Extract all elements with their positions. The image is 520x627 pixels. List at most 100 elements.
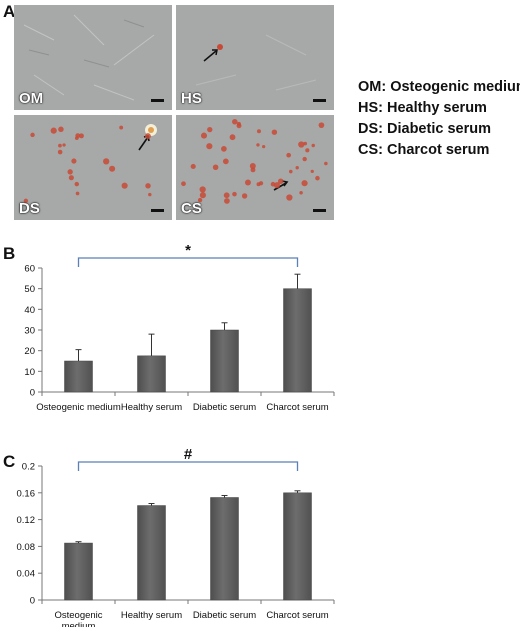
micrograph-ds: DS <box>14 115 172 220</box>
legend-item-om: OM: Osteogenic medium <box>358 79 520 95</box>
micrograph-label-om: OM <box>19 90 44 107</box>
panel-label-c: C <box>3 452 16 471</box>
legend-item-cs: CS: Charcot serum <box>358 142 490 158</box>
stained-cell <box>232 118 238 125</box>
panel-label-a: A <box>3 2 16 21</box>
significance-bracket <box>77 257 299 267</box>
bar <box>64 360 93 393</box>
stained-cell <box>78 133 84 139</box>
stained-cell <box>207 126 213 133</box>
stained-cell <box>299 191 303 195</box>
bar <box>210 497 239 601</box>
legend-item-hs: HS: Healthy serum <box>358 100 487 116</box>
stained-cell <box>271 129 278 135</box>
x-category-label: Osteogenic <box>54 610 102 621</box>
y-tick-label: 0.08 <box>17 542 36 553</box>
y-tick-label: 20 <box>24 346 35 357</box>
stained-cell <box>286 152 292 158</box>
bar <box>137 505 166 601</box>
y-tick-label: 10 <box>24 367 35 378</box>
y-tick-label: 30 <box>24 326 35 337</box>
stained-cell <box>121 182 128 189</box>
bar <box>283 288 312 393</box>
y-tick-label: 0.04 <box>17 569 36 580</box>
stained-cell <box>199 192 206 199</box>
stained-cell <box>109 165 116 172</box>
stained-cell <box>249 163 256 170</box>
stained-cell <box>119 125 124 130</box>
stained-cell <box>103 158 110 165</box>
micrograph-hs: HS <box>176 5 334 110</box>
stained-cell <box>181 181 186 187</box>
stained-cell <box>74 136 79 141</box>
micrograph-om: OM <box>14 5 172 110</box>
stained-cell <box>62 143 66 147</box>
significance-bracket <box>77 461 299 471</box>
abbreviation-legend: OM: Osteogenic medium HS: Healthy serum … <box>358 77 520 161</box>
stained-cell <box>68 175 74 181</box>
stained-cell <box>273 182 281 189</box>
stained-cell <box>262 144 266 149</box>
stained-cell <box>30 132 35 138</box>
stained-cell <box>224 198 230 204</box>
y-tick-label: 40 <box>24 305 35 316</box>
chart-c: 0 0.04 0.08 0.12 0.16 0.2 Osteogenic medium Heal… <box>0 448 520 627</box>
stained-cell <box>310 169 314 174</box>
stained-cell <box>221 145 227 152</box>
x-category-label: Diabetic serum <box>193 610 256 621</box>
stained-cell <box>324 161 328 166</box>
micrograph-om-texture <box>23 14 155 101</box>
significance-marker: # <box>184 448 193 463</box>
stained-cell <box>197 197 203 203</box>
y-tick-label: 0 <box>30 596 35 607</box>
stained-cell <box>258 181 264 186</box>
stained-cell <box>145 183 151 189</box>
micrograph-ds-texture <box>23 124 157 203</box>
y-tick-label: 60 <box>24 264 35 275</box>
stained-cell <box>223 192 230 199</box>
stained-cell <box>229 134 236 141</box>
stained-cell <box>57 149 63 155</box>
stained-cell <box>288 169 293 174</box>
chart-b: 0 10 20 30 40 50 60 Osteogenic medium Healthy se… <box>0 240 520 440</box>
stained-cell <box>75 191 80 196</box>
stained-cell <box>190 163 196 170</box>
legend-item-ds: DS: Diabetic serum <box>358 121 491 137</box>
significance-marker: * <box>185 242 191 259</box>
stained-cell <box>241 193 248 199</box>
y-tick-label: 0 <box>30 388 35 399</box>
x-category-label: Charcot serum <box>266 402 328 413</box>
scale-bar <box>313 99 326 102</box>
stained-cell <box>250 167 256 173</box>
stained-cell <box>50 127 57 134</box>
micrograph-cs: CS <box>176 115 334 220</box>
x-category-label: Osteogenic medium <box>36 402 121 413</box>
y-tick-label: 0.12 <box>17 515 36 526</box>
micrograph-label-ds: DS <box>19 200 40 217</box>
y-tick-label: 0.16 <box>17 488 36 499</box>
stained-cell <box>311 143 315 148</box>
chart-b-plot: 0 10 20 30 40 50 60 Osteogenic medium Healthy se… <box>24 242 335 413</box>
micrograph-hs-texture <box>195 34 317 91</box>
x-category-label: Healthy serum <box>121 610 182 621</box>
stained-cell <box>144 133 151 140</box>
stained-cell <box>295 166 299 170</box>
panel-label-b: B <box>3 244 16 263</box>
stained-cell <box>23 198 29 203</box>
stained-cell <box>148 192 152 197</box>
micrograph-cs-texture <box>181 118 328 204</box>
scale-bar <box>313 209 326 212</box>
stained-cell <box>199 186 206 193</box>
bar <box>210 329 239 393</box>
stained-cell <box>301 180 308 187</box>
stained-cell <box>58 143 62 148</box>
bar <box>64 542 93 601</box>
bar <box>137 355 166 393</box>
stained-cell <box>318 122 325 129</box>
y-tick-label: 0.2 <box>22 462 35 473</box>
stained-cell <box>277 178 284 184</box>
stained-cell <box>206 143 213 150</box>
bar <box>283 492 312 601</box>
stained-cell <box>71 158 77 164</box>
